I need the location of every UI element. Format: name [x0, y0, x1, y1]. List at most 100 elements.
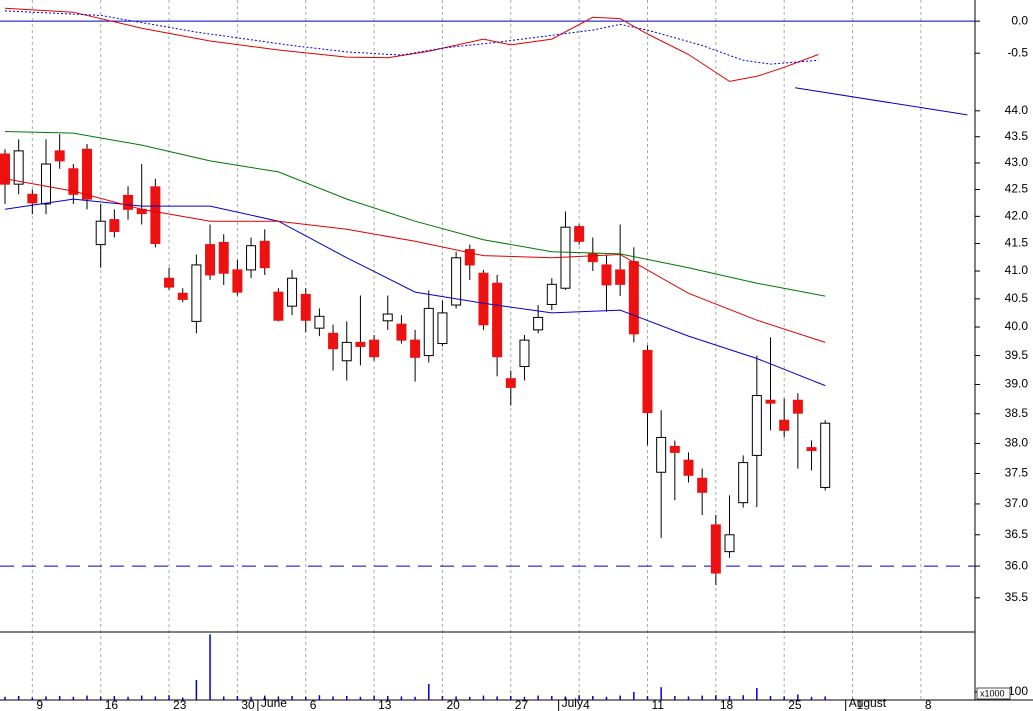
- candle-body: [533, 316, 544, 331]
- candle-body: [396, 323, 407, 341]
- line-series: [4, 10, 819, 65]
- month-label: June: [261, 696, 287, 710]
- x-tick-label: 18: [720, 698, 734, 711]
- candle-body: [738, 462, 749, 504]
- y-tick-label: 100: [1008, 684, 1028, 698]
- candle-body: [300, 293, 311, 321]
- candle-body: [478, 272, 489, 326]
- candle-body: [615, 269, 626, 285]
- y-tick-label: 38.0: [1005, 436, 1029, 450]
- candle-body: [683, 459, 694, 476]
- candle-body: [328, 332, 339, 350]
- candle-body: [574, 226, 585, 242]
- candle-body: [287, 277, 298, 307]
- candle-body: [164, 277, 175, 288]
- candle-body: [628, 261, 639, 335]
- candle-body: [205, 244, 216, 276]
- x-tick-label: 25: [788, 698, 802, 711]
- y-tick-label: 40.5: [1005, 291, 1029, 305]
- y-tick-label: 41.0: [1005, 263, 1029, 277]
- candle-body: [0, 153, 10, 185]
- x-tick-label: 9: [36, 698, 43, 711]
- candle-body: [123, 194, 134, 210]
- candle-body: [765, 399, 776, 404]
- month-label: August: [849, 696, 887, 710]
- candle-body: [109, 219, 120, 233]
- candle-body: [423, 307, 434, 357]
- candle-body: [218, 241, 229, 274]
- y-tick-label: 43.0: [1005, 155, 1029, 169]
- x-tick-label: 20: [446, 698, 460, 711]
- x-tick-label: 1: [857, 698, 864, 711]
- x-tick-label: 23: [173, 698, 187, 711]
- y-tick-label: 42.0: [1005, 209, 1029, 223]
- candle-body: [492, 282, 503, 358]
- candle-body: [82, 148, 93, 200]
- candle-body: [382, 313, 393, 322]
- x-tick-label: 30: [241, 698, 255, 711]
- x-tick-label: 4: [583, 698, 590, 711]
- candle-body: [246, 245, 257, 271]
- candle-body: [792, 399, 803, 414]
- y-tick-label: 37.5: [1005, 466, 1029, 480]
- candle-body: [437, 312, 448, 345]
- candle-body: [669, 445, 680, 453]
- y-tick-label: 44.0: [1005, 103, 1029, 117]
- candle-body: [519, 339, 530, 368]
- x-tick-label: 16: [105, 698, 119, 711]
- candle-body: [13, 150, 24, 185]
- candle-body: [546, 283, 557, 305]
- y-tick-label: 43.5: [1005, 129, 1029, 143]
- candle-body: [68, 168, 79, 195]
- candle-body: [451, 257, 462, 306]
- candle-body: [806, 447, 817, 452]
- line-series: [4, 198, 826, 387]
- line-series: [4, 178, 826, 343]
- candle-body: [779, 419, 790, 431]
- line-series: [795, 87, 968, 116]
- y-tick-label: 40.0: [1005, 319, 1029, 333]
- y-tick-label: 36.0: [1005, 558, 1029, 572]
- y-tick-label: 36.5: [1005, 527, 1029, 541]
- candle-body: [150, 186, 161, 245]
- candle-body: [341, 341, 352, 362]
- y-tick-label: 35.5: [1005, 590, 1029, 604]
- candle-body: [587, 253, 598, 263]
- x-tick-label: 27: [515, 698, 529, 711]
- y-tick-label: 37.0: [1005, 496, 1029, 510]
- x-tick-label: 8: [925, 698, 932, 711]
- candle-body: [697, 477, 708, 493]
- candle-body: [724, 534, 735, 553]
- candle-body: [273, 291, 284, 321]
- y-tick-label: -0.5: [1007, 45, 1028, 59]
- candle-body: [95, 220, 106, 246]
- candle-body: [191, 264, 202, 322]
- x-tick-label: 13: [378, 698, 392, 711]
- line-series: [4, 7, 819, 82]
- candle-body: [54, 150, 65, 162]
- y-tick-label: 0.0: [1011, 13, 1028, 27]
- volume-unit: x1000: [980, 688, 1005, 698]
- candle-body: [751, 395, 762, 456]
- x-tick-label: 11: [651, 698, 664, 711]
- candle-body: [642, 349, 653, 414]
- candle-body: [369, 339, 380, 358]
- candle-body: [177, 292, 188, 300]
- candle-body: [314, 315, 325, 329]
- y-tick-label: 39.0: [1005, 377, 1029, 391]
- candle-body: [232, 269, 243, 293]
- unit-box: [976, 687, 1011, 700]
- candle-body: [656, 436, 667, 473]
- x-tick-label: 6: [310, 698, 317, 711]
- candle-body: [505, 378, 516, 388]
- candle-body: [355, 341, 366, 347]
- candle-body: [464, 249, 475, 266]
- grid: [31, 0, 922, 700]
- candle-body: [710, 524, 721, 574]
- candle-body: [410, 339, 421, 358]
- y-tick-label: 39.5: [1005, 348, 1029, 362]
- y-tick-label: 41.5: [1005, 236, 1029, 250]
- candle-body: [259, 240, 270, 269]
- month-label: July: [562, 696, 583, 710]
- y-tick-label: 42.5: [1005, 182, 1029, 196]
